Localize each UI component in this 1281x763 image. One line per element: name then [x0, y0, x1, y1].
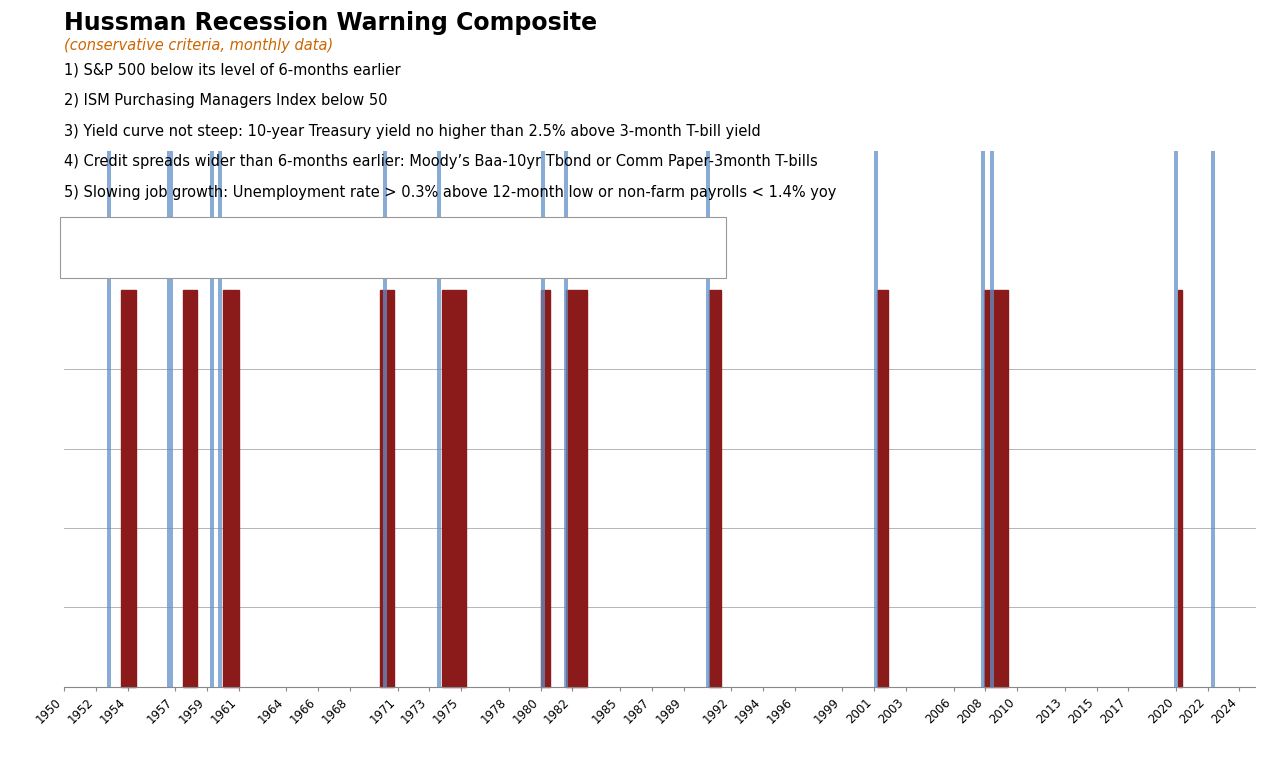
Text: (conservative criteria, monthly data): (conservative criteria, monthly data): [64, 38, 333, 53]
Bar: [877, 290, 889, 687]
Bar: [1211, 151, 1214, 687]
Bar: [990, 151, 994, 687]
Bar: [706, 151, 710, 687]
Bar: [984, 290, 1008, 687]
Bar: [183, 290, 197, 687]
Bar: [541, 151, 544, 687]
Bar: [541, 290, 550, 687]
Bar: [210, 151, 214, 687]
Bar: [874, 151, 877, 687]
Bar: [380, 290, 395, 687]
Bar: [106, 151, 111, 687]
Text: 5) Slowing job growth: Unemployment rate > 0.3% above 12-month low or non-farm p: 5) Slowing job growth: Unemployment rate…: [64, 185, 836, 200]
Text: Hussman Strategic Advisors: Hussman Strategic Advisors: [70, 221, 296, 237]
Text: 2) ISM Purchasing Managers Index below 50: 2) ISM Purchasing Managers Index below 5…: [64, 93, 388, 108]
Bar: [122, 290, 136, 687]
Bar: [442, 290, 466, 687]
Bar: [223, 290, 238, 687]
Text: Red bars indicate recession. Blue bars (higher) show points when full composite : Red bars indicate recession. Blue bars (…: [70, 254, 694, 267]
Bar: [566, 290, 587, 687]
Text: 1) S&P 500 below its level of 6-months earlier: 1) S&P 500 below its level of 6-months e…: [64, 63, 401, 78]
Text: 3) Yield curve not steep: 10-year Treasury yield no higher than 2.5% above 3-mon: 3) Yield curve not steep: 10-year Treasu…: [64, 124, 761, 139]
Bar: [218, 151, 222, 687]
Bar: [565, 151, 569, 687]
Bar: [168, 151, 173, 687]
Bar: [383, 151, 387, 687]
Bar: [1177, 290, 1182, 687]
Bar: [980, 151, 985, 687]
Bar: [1173, 151, 1177, 687]
Bar: [437, 151, 441, 687]
Text: 4) Credit spreads wider than 6-months earlier: Moody’s Baa-10yr Tbond or Comm Pa: 4) Credit spreads wider than 6-months ea…: [64, 154, 817, 169]
Bar: [708, 290, 721, 687]
Text: Hussman Recession Warning Composite: Hussman Recession Warning Composite: [64, 11, 597, 35]
Text: Data: Federal Reserve, Bloomberg, Standard & Poors: Data: Federal Reserve, Bloomberg, Standa…: [70, 239, 384, 252]
